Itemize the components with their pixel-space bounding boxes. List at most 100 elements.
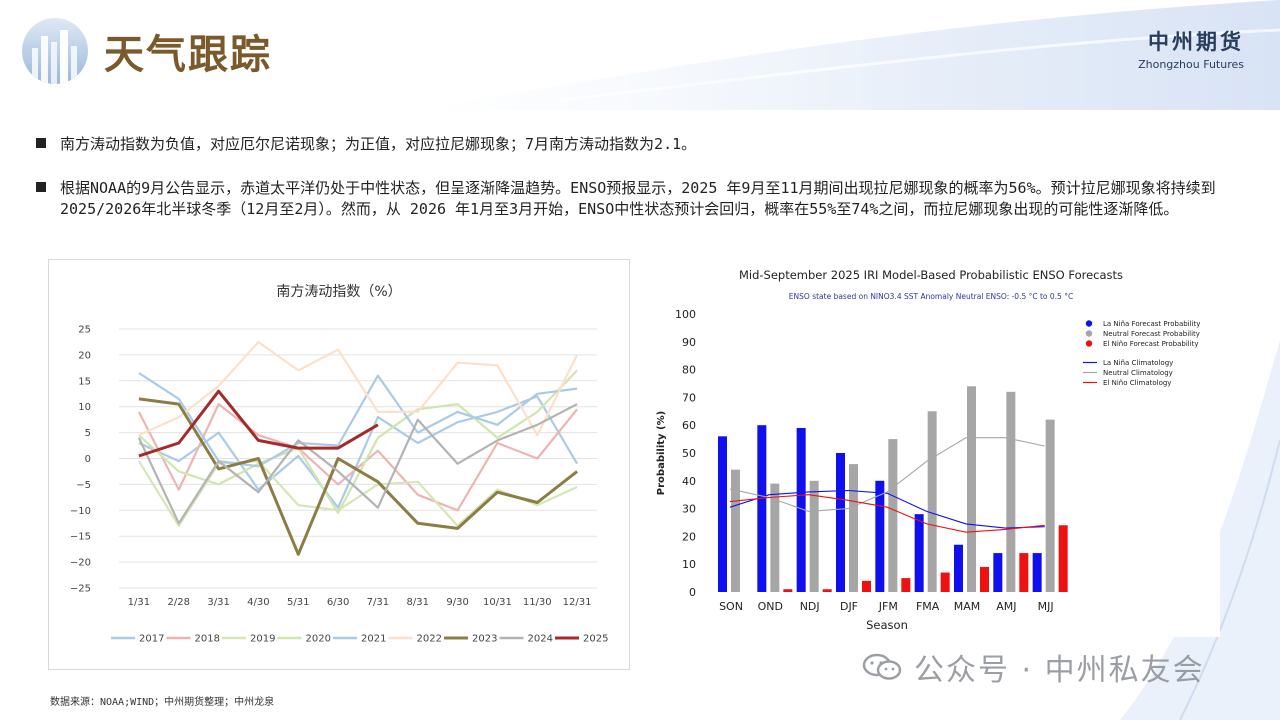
x-tick-label: 5/31 [287, 597, 309, 608]
legend-marker-0 [1085, 320, 1093, 327]
series-line-2018 [137, 403, 578, 512]
y-tick-label: 25 [78, 325, 91, 336]
x-tick-label: MJJ [1038, 600, 1054, 613]
bar-la-MJJ [1032, 553, 1042, 592]
legend-label-2020: 2020 [306, 634, 331, 645]
wechat-watermark: 公众号 · 中州私友会 [862, 645, 1205, 689]
y-tick-label: 90 [682, 336, 696, 349]
x-tick-label: 8/31 [407, 597, 429, 608]
bar-neutral-OND [770, 483, 780, 592]
legend-label-3: La Niña Climatology [1103, 359, 1173, 367]
brand-name-en: Zhongzhou Futures [1138, 58, 1244, 71]
bar-el-FMA [940, 572, 950, 592]
legend-label-1: Neutral Forecast Probability [1103, 330, 1200, 338]
bar-neutral-SON [731, 469, 740, 592]
bar-neutral-MJJ [1045, 419, 1055, 592]
y-tick-label: −20 [70, 558, 91, 569]
bar-el-MJJ [1058, 525, 1068, 592]
y-tick-label: 60 [682, 419, 696, 432]
x-tick-label: 2/28 [168, 597, 190, 608]
y-tick-label: −25 [70, 584, 91, 595]
page-title: 天气跟踪 [104, 31, 272, 78]
y-tick-label: 20 [682, 530, 696, 543]
y-tick-label: 50 [682, 447, 696, 460]
y-tick-label: −15 [70, 532, 91, 543]
y-tick-label: 70 [682, 391, 696, 404]
series-line-2021 [138, 372, 578, 468]
chart-title: Mid-September 2025 IRI Model-Based Proba… [739, 268, 1123, 282]
bar-la-NDJ [796, 427, 806, 592]
brand-name-cn: 中州期货 [1148, 30, 1244, 54]
bar-el-DJF [862, 580, 871, 592]
legend-label-2019: 2019 [250, 634, 275, 645]
y-tick-label: 5 [85, 428, 91, 439]
bar-el-OND [783, 589, 793, 592]
legend-marker-2 [1085, 340, 1093, 347]
series-line-2025 [138, 389, 379, 458]
x-tick-label: 11/30 [523, 597, 552, 608]
y-tick-label: 10 [78, 402, 91, 413]
y-tick-label: −5 [76, 480, 91, 491]
y-tick-label: 80 [682, 364, 696, 377]
series-line-2022 [138, 340, 579, 437]
bar-la-DJF [836, 453, 845, 592]
y-tick-label: 30 [682, 503, 696, 516]
x-tick-label: 7/31 [367, 597, 389, 608]
y-tick-label: 100 [675, 308, 696, 321]
x-tick-label: NDJ [800, 600, 820, 613]
x-tick-label: OND [758, 600, 783, 613]
y-tick-label: 0 [689, 586, 696, 599]
y-axis-label: Probability (%) [656, 411, 667, 495]
legend-label-2022: 2022 [417, 634, 442, 645]
enso-chart-panel: Mid-September 2025 IRI Model-Based Proba… [642, 259, 1220, 637]
legend-label-0: La Niña Forecast Probability [1103, 320, 1200, 328]
bullet-square-icon [36, 138, 46, 148]
series-line-2019 [137, 460, 578, 527]
watermark-text: 公众号 · 中州私友会 [914, 653, 1205, 688]
wechat-icon [862, 652, 902, 682]
bar-la-SON [718, 436, 727, 592]
climatology-line-neutral [729, 437, 1045, 512]
x-tick-label: MAM [954, 600, 981, 613]
legend-label-2018: 2018 [195, 634, 220, 645]
x-tick-label: 12/31 [563, 597, 592, 608]
bar-neutral-AMJ [1006, 391, 1016, 592]
x-tick-label: 4/30 [247, 597, 269, 608]
x-tick-label: 9/30 [446, 597, 468, 608]
x-tick-label: 6/30 [327, 597, 349, 608]
series-line-2024 [137, 403, 578, 525]
y-tick-label: 0 [85, 454, 91, 465]
x-tick-label: 3/31 [207, 597, 229, 608]
bar-la-JFM [875, 480, 885, 592]
y-tick-label: 10 [682, 558, 696, 571]
x-axis-label: Season [866, 618, 908, 632]
series-line-2017 [138, 395, 579, 509]
brand-logo: 中州期货 Zhongzhou Futures [1138, 26, 1244, 71]
bar-la-FMA [914, 514, 924, 592]
legend-label-2021: 2021 [361, 634, 386, 645]
chart-subtitle: ENSO state based on NINO3.4 SST Anomaly … [789, 292, 1073, 301]
bar-el-AMJ [1019, 553, 1029, 592]
y-tick-label: 15 [78, 376, 91, 387]
series-line-2023 [138, 397, 579, 556]
legend-label-5: El Niño Climatology [1103, 379, 1171, 387]
bar-la-AMJ [993, 553, 1003, 592]
chart-title: 南方涛动指数（%） [276, 284, 401, 300]
bar-neutral-FMA [927, 411, 937, 592]
bullet-soi-explanation: 南方涛动指数为负值，对应厄尔尼诺现象；为正值，对应拉尼娜现象；7月南方涛动指数为… [36, 134, 1240, 155]
x-tick-label: 10/31 [483, 597, 512, 608]
x-tick-label: 1/31 [128, 597, 150, 608]
climatology-line-la [729, 489, 1045, 529]
x-tick-label: JFM [878, 600, 898, 613]
legend-label-4: Neutral Climatology [1103, 369, 1173, 377]
climatology-line-el [729, 494, 1045, 533]
bar-el-NDJ [822, 589, 832, 592]
y-tick-label: 20 [78, 350, 91, 361]
bar-el-JFM [901, 578, 911, 592]
city-logo [22, 18, 88, 84]
bullet-square-icon [36, 182, 46, 192]
x-tick-label: AMJ [996, 600, 1016, 613]
bar-la-OND [757, 425, 767, 592]
legend-label-2017: 2017 [139, 634, 164, 645]
bar-neutral-JFM [888, 439, 898, 592]
